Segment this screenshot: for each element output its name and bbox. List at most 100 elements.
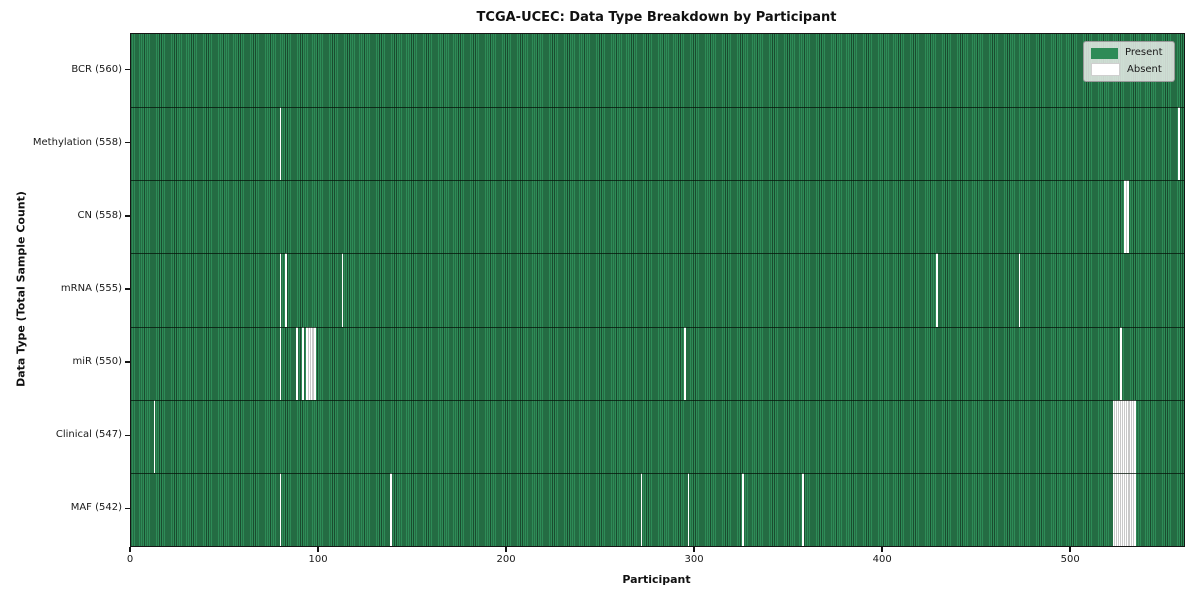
heatmap-row (131, 326, 1184, 400)
legend-label: Absent (1127, 63, 1162, 75)
x-tick-mark (1069, 546, 1071, 552)
legend-label: Present (1125, 47, 1163, 58)
legend-entry: Absent (1091, 63, 1167, 76)
heatmap-row (131, 107, 1184, 181)
x-tick-label: 100 (308, 554, 328, 565)
absent-cell (802, 472, 805, 546)
absent-cell (305, 326, 308, 400)
x-tick-mark (129, 546, 131, 552)
y-tick-mark (125, 507, 130, 510)
absent-cell (1118, 472, 1122, 546)
legend-entry: Present (1091, 47, 1167, 59)
x-tick-label: 0 (126, 554, 134, 565)
absent-cell (1131, 399, 1135, 473)
absent-cell (279, 472, 282, 546)
absent-cell (1018, 253, 1021, 327)
y-tick-label: mRNA (555) (60, 283, 122, 294)
row-separator (131, 472, 1184, 474)
y-tick-mark (125, 288, 130, 290)
plot-area (130, 33, 1185, 547)
heatmap-row (131, 399, 1184, 473)
absent-cell (1112, 399, 1115, 473)
y-tick-label: miR (550) (72, 356, 122, 368)
legend-swatch-present (1091, 47, 1118, 59)
heatmap-row (131, 34, 1184, 108)
absent-cell (1120, 326, 1122, 400)
row-separator (131, 326, 1184, 328)
absent-cell (742, 472, 744, 546)
row-separator (131, 180, 1184, 182)
absent-cell (1121, 472, 1125, 546)
absent-cell (285, 253, 288, 327)
heatmap-canvas (131, 34, 1184, 546)
row-separator (131, 399, 1184, 401)
absent-cell (1133, 399, 1137, 473)
y-tick-mark (125, 215, 130, 217)
x-tick-label: 300 (684, 554, 704, 565)
heatmap-row (131, 472, 1184, 546)
y-tick-label: Clinical (547) (55, 429, 122, 441)
absent-cell (313, 326, 317, 400)
absent-cell (1131, 472, 1135, 546)
absent-cell (1114, 399, 1118, 473)
y-tick-mark (125, 361, 130, 363)
absent-cell (935, 253, 938, 327)
absent-cell (640, 472, 643, 546)
absent-cell (1129, 399, 1133, 473)
absent-cell (1127, 472, 1131, 546)
x-tick-mark (881, 546, 883, 552)
y-tick-label: Methylation (558) (32, 136, 122, 148)
absent-cell (1125, 472, 1129, 546)
absent-cell (341, 253, 344, 327)
absent-cell (1178, 107, 1181, 181)
y-tick-mark (125, 434, 130, 437)
absent-cell (153, 399, 156, 473)
y-tick-label: BCR (560) (71, 63, 122, 75)
absent-cell (1133, 472, 1137, 546)
chart-title: TCGA-UCEC: Data Type Breakdown by Partic… (476, 10, 837, 25)
absent-cell (1120, 472, 1123, 546)
absent-cell (390, 472, 393, 546)
x-tick-mark (693, 546, 695, 552)
absent-cell (1125, 399, 1129, 473)
x-tick-label: 400 (872, 554, 892, 565)
absent-cell (309, 326, 313, 400)
absent-cell (1112, 472, 1115, 546)
absent-cell (1118, 399, 1122, 473)
absent-cell (1116, 399, 1120, 473)
y-tick-label: CN (558) (77, 209, 122, 221)
absent-cell (302, 326, 304, 400)
legend: Present Absent (1083, 41, 1175, 82)
y-tick-label: MAF (542) (70, 502, 122, 514)
heatmap-row (131, 253, 1184, 327)
absent-cell (311, 326, 315, 400)
absent-cell (1121, 399, 1125, 473)
y-tick-mark (125, 68, 130, 71)
absent-cell (1114, 472, 1118, 546)
absent-cell (1120, 399, 1123, 473)
absent-cell (683, 326, 686, 400)
absent-cell (687, 472, 690, 546)
heatmap-row (131, 180, 1184, 254)
absent-cell (1123, 399, 1127, 473)
absent-cell (307, 326, 311, 400)
absent-cell (1116, 472, 1120, 546)
absent-cell (296, 326, 299, 400)
x-tick-mark (317, 546, 319, 552)
legend-swatch-absent (1091, 63, 1120, 76)
absent-cell (1123, 180, 1126, 254)
absent-cell (1123, 472, 1127, 546)
absent-cell (1129, 472, 1133, 546)
absent-cell (279, 107, 282, 181)
x-axis-label: Participant (622, 573, 691, 586)
absent-cell (279, 253, 282, 327)
row-separator (131, 107, 1184, 109)
x-tick-label: 200 (496, 554, 516, 565)
y-tick-mark (125, 141, 130, 144)
row-separator (131, 253, 1184, 255)
absent-cell (1125, 180, 1129, 254)
absent-cell (1127, 399, 1131, 473)
x-tick-label: 500 (1060, 554, 1080, 565)
absent-cell (279, 326, 282, 400)
